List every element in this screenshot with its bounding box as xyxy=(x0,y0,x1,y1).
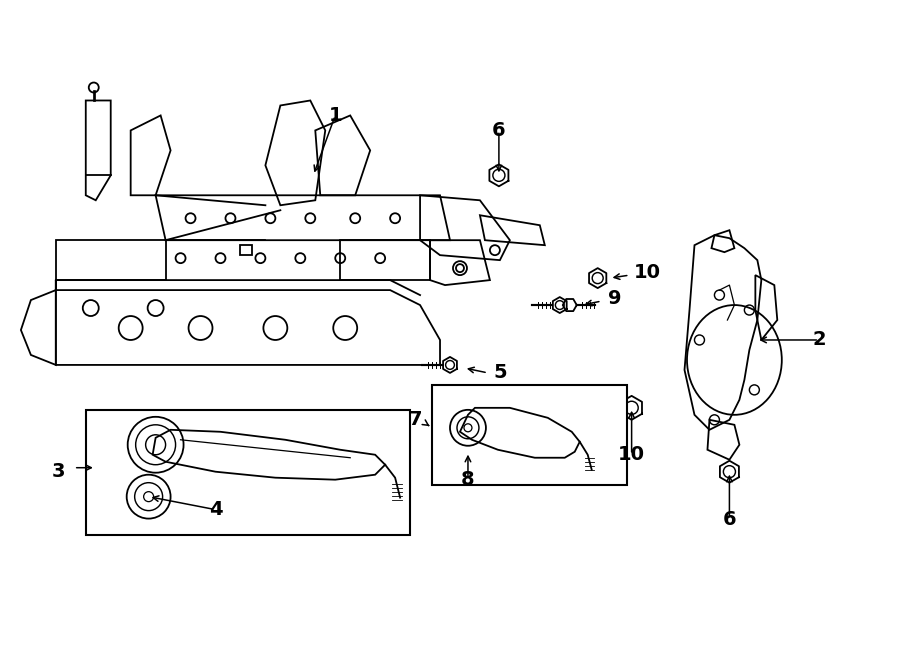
Text: 7: 7 xyxy=(409,410,422,429)
Bar xyxy=(432,385,626,485)
Bar xyxy=(240,245,252,255)
Text: 10: 10 xyxy=(618,446,645,464)
Text: 6: 6 xyxy=(492,121,506,140)
Text: 6: 6 xyxy=(723,510,736,529)
Text: 10: 10 xyxy=(634,262,662,282)
Text: 2: 2 xyxy=(813,330,826,350)
Text: 1: 1 xyxy=(328,106,342,125)
Text: 3: 3 xyxy=(52,462,66,481)
Bar xyxy=(86,410,410,535)
Text: 8: 8 xyxy=(461,470,475,489)
Text: 9: 9 xyxy=(608,289,621,307)
Text: 5: 5 xyxy=(493,364,507,383)
Text: 4: 4 xyxy=(209,500,222,519)
